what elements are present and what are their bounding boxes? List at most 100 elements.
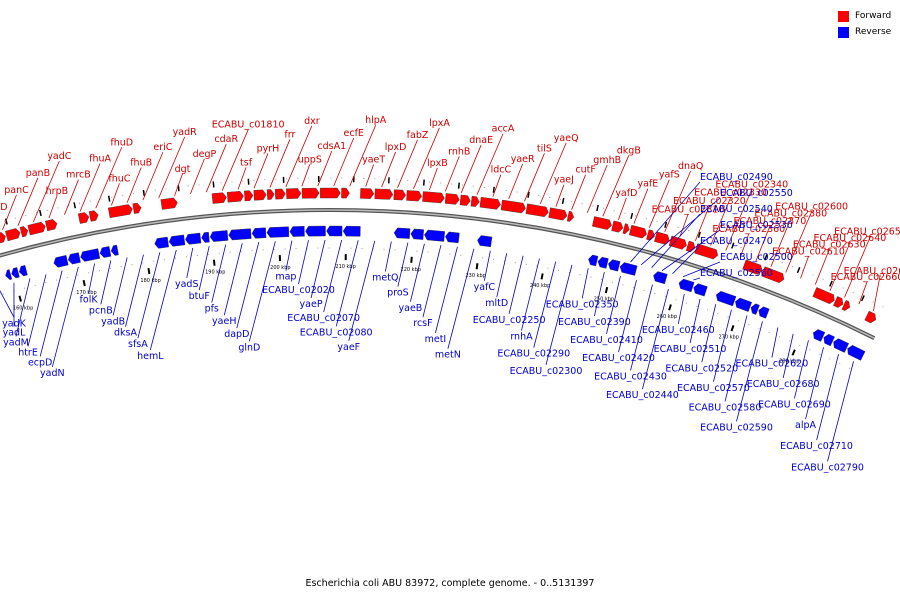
gene-label: yaeR xyxy=(511,154,535,165)
reverse-gene xyxy=(608,259,621,272)
leader-line xyxy=(111,183,120,206)
gene-label: ecpD xyxy=(28,358,52,369)
forward-gene xyxy=(226,191,244,203)
reverse-gene xyxy=(393,227,411,239)
leader-line xyxy=(158,136,186,199)
forward-gene xyxy=(864,310,876,324)
leader-line xyxy=(679,214,689,237)
gene-label: cdsA1 xyxy=(317,141,346,152)
leader-line xyxy=(794,340,809,399)
forward-gene xyxy=(44,219,58,232)
reverse-gene xyxy=(653,271,668,285)
gene-label: btuF xyxy=(189,291,210,302)
gene-label: ECABU_c02640 xyxy=(814,233,887,244)
reverse-gene xyxy=(5,269,13,280)
gene-label: ECABU_c02690 xyxy=(758,399,831,410)
leader-line xyxy=(51,266,79,368)
reverse-gene xyxy=(18,265,28,277)
gene-label: yadR xyxy=(173,127,197,138)
leader-line xyxy=(301,164,311,187)
leader-line xyxy=(435,246,458,333)
leader-line xyxy=(126,167,142,203)
gene-label: fhuD xyxy=(110,137,133,148)
reverse-gene xyxy=(342,225,361,237)
minor-tick xyxy=(107,195,111,202)
gene-label: ECABU_c02530 xyxy=(720,220,793,231)
forward-gene xyxy=(5,228,21,242)
legend-swatch-forward xyxy=(838,10,849,22)
gene-label: yadL xyxy=(3,328,26,339)
gene-label: yadS xyxy=(175,279,199,290)
leader-line xyxy=(2,194,17,231)
reverse-gene xyxy=(715,290,737,307)
reverse-gene xyxy=(201,231,210,243)
leader-line xyxy=(693,277,701,281)
leader-line xyxy=(496,253,508,298)
leader-line xyxy=(651,213,701,268)
forward-gene xyxy=(668,235,687,250)
gene-label: ECABU_c02380 xyxy=(754,209,827,220)
gene-label: degP xyxy=(193,149,217,160)
leader-line xyxy=(447,248,475,349)
forward-gene xyxy=(628,224,647,239)
leader-line xyxy=(142,151,164,201)
forward-gene xyxy=(833,296,844,308)
leader-line xyxy=(413,127,440,189)
scale-tick-label: 230 kbp xyxy=(465,273,485,279)
forward-gene xyxy=(253,189,267,201)
leader-line xyxy=(253,153,269,189)
reverse-gene xyxy=(53,255,69,268)
leader-line xyxy=(694,205,710,242)
leader-line xyxy=(827,361,854,462)
leader-line xyxy=(323,239,343,313)
gene-label: ECABU_c02350 xyxy=(546,299,619,310)
gene-label: fhuB xyxy=(130,158,152,169)
leader-line xyxy=(829,242,851,292)
leader-line xyxy=(384,241,392,272)
gene-label: ECABU_c02310 xyxy=(652,204,725,215)
leader-line xyxy=(95,147,123,209)
reverse-gene xyxy=(266,226,290,238)
scale-tick xyxy=(604,286,609,294)
leader-line xyxy=(602,155,630,217)
gene-label: ECABU_c02590 xyxy=(700,422,773,433)
gene-label: ECABU_c02470 xyxy=(700,236,773,247)
gene-label: metQ xyxy=(372,273,398,284)
gene-label: uppS xyxy=(298,154,322,165)
reverse-gene xyxy=(758,306,770,319)
scale-tick-label: 240 kbp xyxy=(530,283,550,289)
gene-label: tilS xyxy=(537,143,552,154)
gene-label: ECABU_c02560 xyxy=(700,268,773,279)
leader-line xyxy=(555,184,565,207)
leader-line xyxy=(586,164,608,214)
forward-gene xyxy=(479,196,501,210)
forward-gene xyxy=(360,188,375,199)
label-leader-lines xyxy=(0,124,881,462)
minor-tick xyxy=(527,191,530,198)
scale-tick xyxy=(668,304,672,311)
gene-label: yadN xyxy=(40,368,65,379)
scale-tick xyxy=(791,349,796,356)
scale-tick-label: 170 kbp xyxy=(76,290,96,296)
gene-label: cutF xyxy=(575,165,595,176)
leader-line xyxy=(539,142,567,205)
gene-label: alpA xyxy=(795,420,816,431)
reverse-track-guide xyxy=(0,247,858,373)
gene-label: dxr xyxy=(304,116,320,127)
leader-line xyxy=(349,124,377,187)
gene-label: ECABU_c02370 xyxy=(733,216,806,227)
leader-line xyxy=(725,189,753,251)
gene-label: rcsF xyxy=(413,318,432,329)
legend: Forward Reverse xyxy=(838,8,891,40)
reverse-gene xyxy=(110,244,119,256)
forward-gene xyxy=(406,190,422,202)
leader-line xyxy=(298,240,309,285)
gene-label: hrpB xyxy=(46,186,68,197)
leader-line xyxy=(335,240,359,327)
reverse-gene xyxy=(735,297,753,312)
leader-line xyxy=(713,309,732,382)
forward-gene xyxy=(0,232,6,244)
forward-gene xyxy=(500,199,526,214)
gene-label: ECABU_c02340 xyxy=(715,180,788,191)
leader-line xyxy=(125,254,144,327)
